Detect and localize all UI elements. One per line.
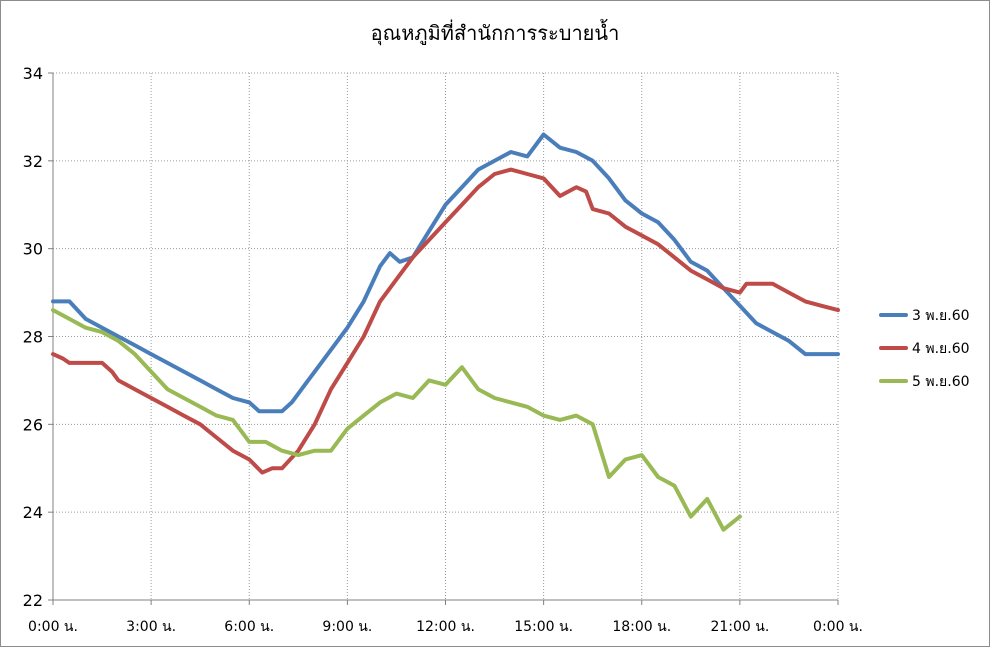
y-tick-label: 30 [23,240,43,259]
x-tick-label: 3:00 น. [126,619,176,635]
x-tick-label: 0:00 น. [28,619,78,635]
y-tick-label: 32 [23,152,43,171]
series-line-2 [51,167,840,475]
x-tick-label: 9:00 น. [322,619,372,635]
legend: 3 พ.ย.60 4 พ.ย.60 5 พ.ย.60 [879,308,970,390]
y-tick-label: 34 [23,64,43,83]
y-tick-label: 26 [23,415,43,434]
y-axis-ticks: 22 24 26 28 30 32 34 [23,64,53,610]
series-lines [51,132,840,532]
x-tick-label: 21:00 น. [710,619,769,635]
x-tick-label: 0:00 น. [813,619,863,635]
y-tick-label: 28 [23,328,43,347]
legend-label-2: 4 พ.ย.60 [912,341,970,357]
chart-title: อุณหภูมิที่สำนักการระบายน้ำ [371,19,620,46]
series-line-1 [51,132,840,414]
x-tick-label: 18:00 น. [612,619,671,635]
legend-label-3: 5 พ.ย.60 [912,374,970,390]
y-tick-label: 22 [23,591,43,610]
series-line-3 [51,308,742,532]
x-axis-ticks: 0:00 น. 3:00 น. 6:00 น. 9:00 น. 12:00 น. 15:0… [28,600,863,635]
y-tick-label: 24 [23,503,43,522]
x-tick-label: 15:00 น. [514,619,573,635]
x-tick-label: 6:00 น. [224,619,274,635]
legend-label-1: 3 พ.ย.60 [912,308,970,324]
x-tick-label: 12:00 น. [416,619,475,635]
